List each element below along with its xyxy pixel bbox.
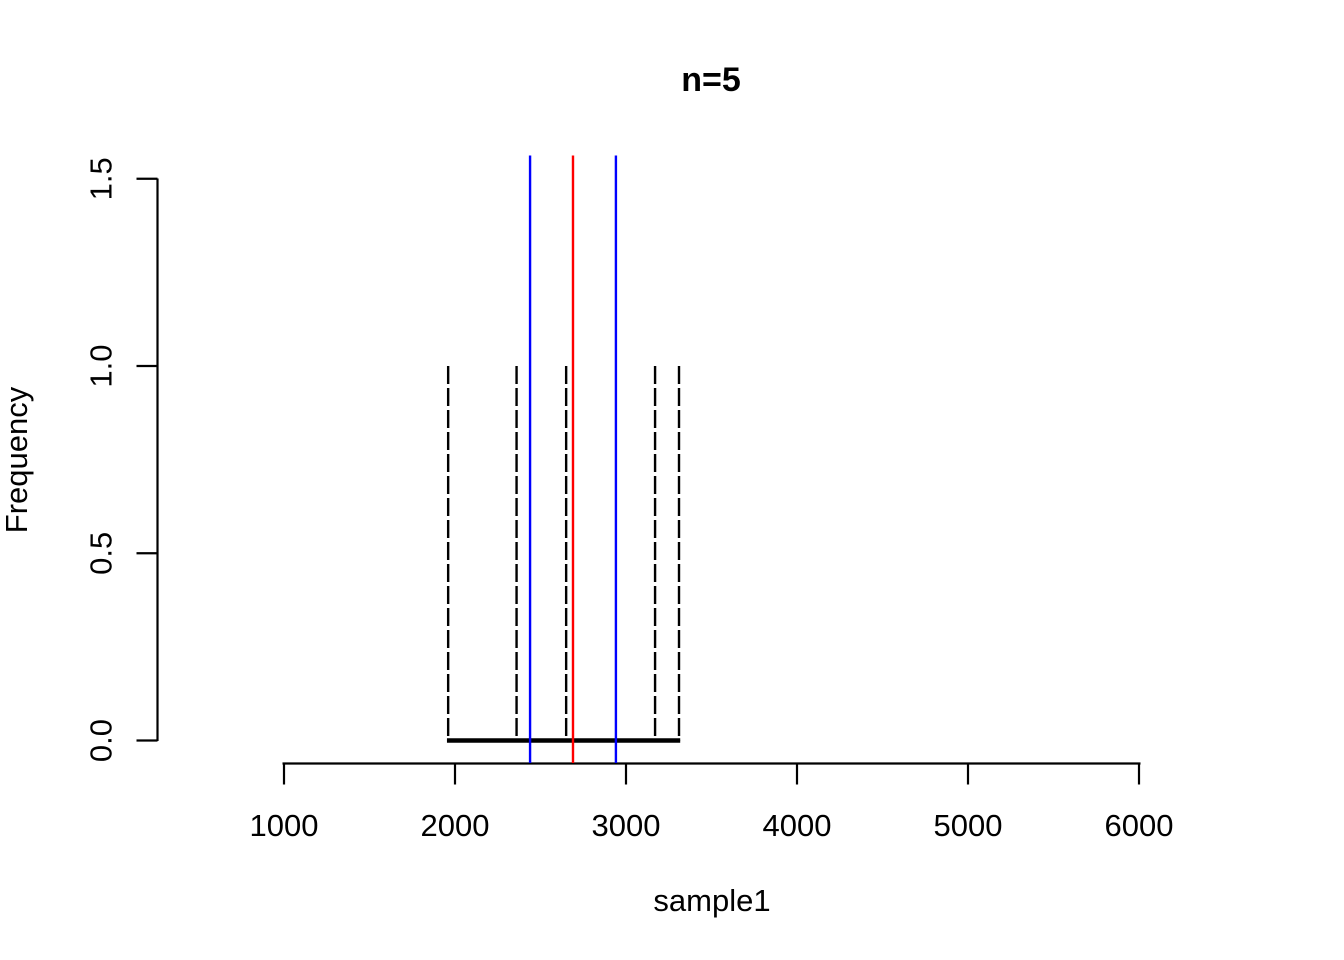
y-axis-tick-label: 1.0 [84,344,119,387]
x-axis-tick-label: 5000 [934,808,1003,843]
x-axis-tick-label: 2000 [421,808,490,843]
y-axis-ticks: 0.0 0.5 1.0 1.5 [84,157,158,762]
y-axis-tick-label: 0.0 [84,719,119,762]
y-axis-tick-label: 0.5 [84,532,119,575]
plot-title: n=5 [681,61,741,99]
data-marks [446,155,681,763]
x-axis-tick-label: 4000 [763,808,832,843]
y-axis-tick-label: 1.5 [84,157,119,200]
x-axis-tick-label: 1000 [250,808,319,843]
x-axis-ticks: 1000 2000 3000 4000 5000 6000 [250,763,1174,843]
x-axis-tick-label: 3000 [592,808,661,843]
y-axis-label: Frequency [0,386,34,533]
x-axis-label: sample1 [653,883,770,918]
x-axis-tick-label: 6000 [1105,808,1174,843]
